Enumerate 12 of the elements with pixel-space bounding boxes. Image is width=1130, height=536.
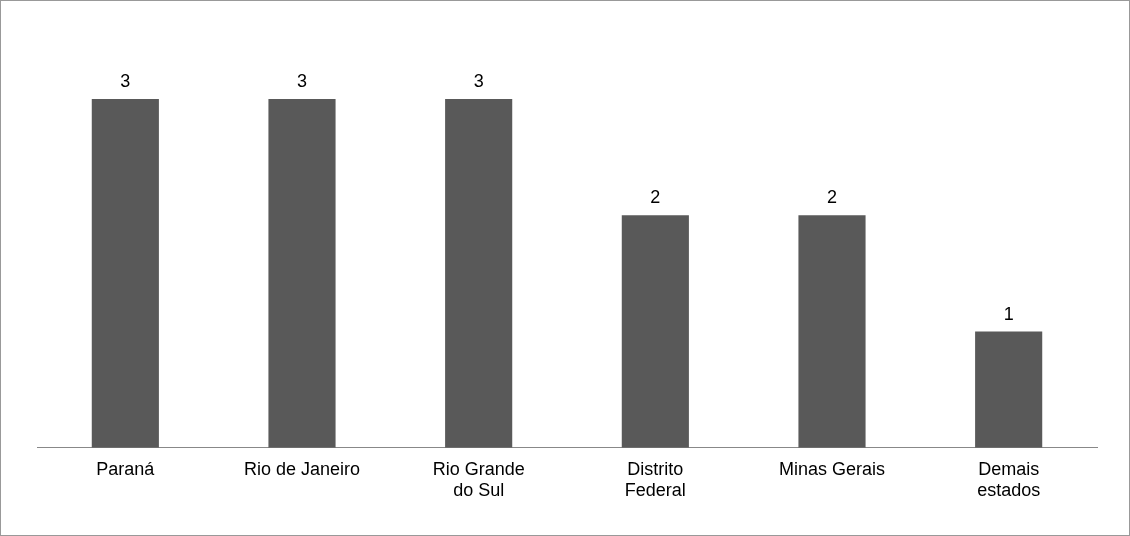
data-label: 2 [826,187,838,208]
data-label: 1 [1003,303,1014,324]
x-tick-label: Distrito Federal [624,458,686,501]
data-label: 2 [650,187,661,208]
data-label: 3 [296,70,308,91]
x-tick-label: Demais estados [977,458,1041,501]
x-tick-label: Rio de Janeiro [243,458,361,479]
x-tick-label: Paraná [96,458,156,479]
x-tick-label: Rio Grande do Sul [432,458,525,501]
data-label: 3 [120,70,131,91]
data-label: 3 [473,70,484,91]
x-tick-label: Minas Gerais [778,458,886,479]
